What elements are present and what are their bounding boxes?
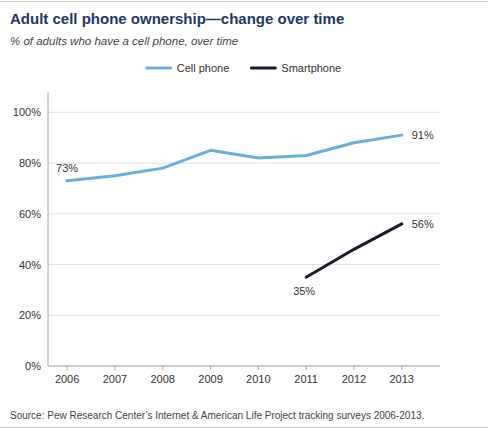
grid <box>48 112 440 366</box>
x-tick-label: 2012 <box>342 373 366 385</box>
x-tick-label: 2013 <box>390 373 414 385</box>
x-axis-line <box>48 366 440 367</box>
x-tick <box>401 366 402 370</box>
grid-line <box>48 315 440 316</box>
plot-area <box>67 135 402 277</box>
x-tick <box>67 366 68 370</box>
y-tick-label: 40% <box>19 259 41 271</box>
x-tick <box>258 366 259 370</box>
grid-line <box>48 163 440 164</box>
series-line <box>306 224 402 277</box>
x-tick <box>162 366 163 370</box>
x-tick <box>306 366 307 370</box>
y-tick-label: 80% <box>19 157 41 169</box>
subtitle: % of adults who have a cell phone, over … <box>10 35 238 47</box>
x-tick-label: 2010 <box>246 373 270 385</box>
chart: Adult cell phone ownership—change over t… <box>0 0 488 429</box>
title: Adult cell phone ownership—change over t… <box>10 10 344 27</box>
bottom-border <box>0 427 488 428</box>
annotation: 73% <box>56 162 78 174</box>
series-line <box>67 135 402 181</box>
top-border <box>0 1 488 2</box>
legend: Cell phone Smartphone <box>147 62 342 74</box>
y-tick-label: 100% <box>13 106 41 118</box>
x-tick-label: 2007 <box>103 373 127 385</box>
grid-line <box>48 112 440 113</box>
x-tick <box>353 366 354 370</box>
annotation: 56% <box>412 218 434 230</box>
source: Source: Pew Research Center’s Internet &… <box>10 410 424 421</box>
legend-label: Smartphone <box>281 62 341 74</box>
legend-swatch <box>147 67 171 70</box>
y-tick-label: 20% <box>19 309 41 321</box>
y-axis-line <box>48 92 49 366</box>
x-tick-label: 2011 <box>294 373 318 385</box>
annotation: 35% <box>293 285 315 297</box>
y-tick-label: 60% <box>19 208 41 220</box>
y-tick-label: 0% <box>25 360 41 372</box>
x-tick-label: 2009 <box>198 373 222 385</box>
x-tick <box>114 366 115 370</box>
x-tick <box>210 366 211 370</box>
grid-line <box>48 264 440 265</box>
grid-line <box>48 366 440 367</box>
x-tick-label: 2006 <box>55 373 79 385</box>
grid-line <box>48 213 440 214</box>
legend-swatch <box>251 67 275 70</box>
legend-label: Cell phone <box>177 62 230 74</box>
x-tick-label: 2008 <box>150 373 174 385</box>
annotation: 91% <box>412 129 434 141</box>
